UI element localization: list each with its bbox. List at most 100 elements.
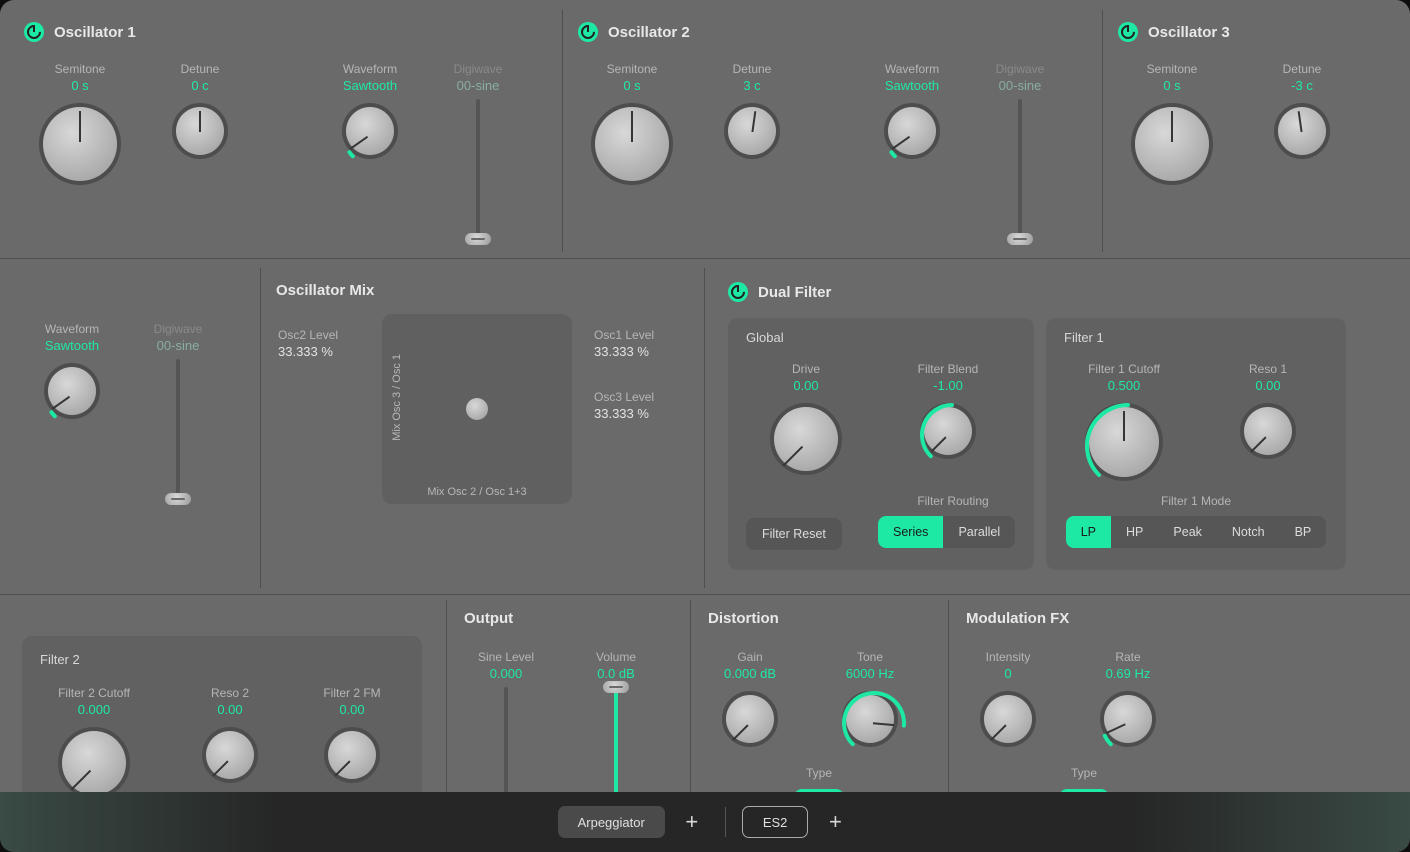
seg-option-series[interactable]: Series <box>878 516 943 548</box>
osc3-detune-knob[interactable] <box>1274 103 1330 159</box>
param-value: 0.00 <box>339 702 364 717</box>
filter1-reso: Reso 1 0.00 <box>1208 362 1328 459</box>
add-slot1-button[interactable]: + <box>675 805 709 839</box>
seg-option-parallel[interactable]: Parallel <box>943 516 1015 548</box>
filter2-fm-knob[interactable] <box>324 727 380 783</box>
readout-value: 33.333 % <box>278 344 338 359</box>
panel-global: Global Drive 0.00 Filter Blend -1.00 Fil… <box>728 318 1034 570</box>
param-label: Digiwave <box>454 62 503 76</box>
synth-app: Oscillator 1 Semitone 0 s Detune 0 c Wav… <box>0 0 1410 852</box>
osc2-header: Oscillator 2 <box>578 22 690 42</box>
osc2-digiwave-slider[interactable] <box>1008 99 1032 239</box>
osc3-semitone: Semitone 0 s <box>1112 62 1232 185</box>
output-sine: Sine Level 0.000 <box>446 650 566 792</box>
tone-knob[interactable] <box>842 691 898 747</box>
intensity-knob[interactable] <box>980 691 1036 747</box>
seg-option-peak[interactable]: Peak <box>1158 516 1217 548</box>
slot-arpeggiator[interactable]: Arpeggiator <box>558 806 665 838</box>
osc3-waveform: Waveform Sawtooth <box>12 322 132 419</box>
osc3-title: Oscillator 3 <box>1148 24 1230 41</box>
filter2-title: Filter 2 <box>40 652 80 667</box>
filter-reset-button[interactable]: Filter Reset <box>746 518 842 550</box>
param-value: 0.00 <box>1255 378 1280 393</box>
osc1-power-button[interactable] <box>24 22 44 42</box>
filter2-cutoff-knob[interactable] <box>58 727 130 792</box>
param-label: Detune <box>1283 62 1322 76</box>
output-volume: Volume 0.0 dB <box>556 650 676 792</box>
readout-label: Osc1 Level <box>594 328 654 342</box>
osc2-semitone-knob[interactable] <box>591 103 673 185</box>
blend-knob[interactable] <box>920 403 976 459</box>
seg-option-notch[interactable]: Notch <box>1217 516 1280 548</box>
drive-knob[interactable] <box>770 403 842 475</box>
param-value: 0.00 <box>793 378 818 393</box>
param-label: Detune <box>733 62 772 76</box>
distortion-gain: Gain 0.000 dB <box>690 650 810 747</box>
param-value: 0 s <box>71 78 88 93</box>
filter1-mode-label: Filter 1 Mode <box>1046 494 1346 508</box>
osc2-power-button[interactable] <box>578 22 598 42</box>
routing-segment[interactable]: SeriesParallel <box>878 516 1015 548</box>
readout-label: Osc3 Level <box>594 390 654 404</box>
readout-label: Osc2 Level <box>278 328 338 342</box>
filter1-reso-knob[interactable] <box>1240 403 1296 459</box>
xy-handle[interactable] <box>466 398 488 420</box>
param-label: Detune <box>181 62 220 76</box>
osc3-level-readout: Osc3 Level 33.333 % <box>594 390 654 421</box>
seg-option-lp[interactable]: LP <box>1066 516 1111 548</box>
param-value: 0.500 <box>1108 378 1141 393</box>
modfx-intensity: Intensity 0 <box>948 650 1068 747</box>
rate-knob[interactable] <box>1100 691 1156 747</box>
section-output: Output Sine Level 0.000 Volume 0.0 dB <box>446 594 690 792</box>
osc3-header: Oscillator 3 <box>1118 22 1230 42</box>
add-slot2-button[interactable]: + <box>818 805 852 839</box>
section-osc3: Oscillator 3 Semitone 0 s Detune -3 c <box>1102 0 1410 258</box>
param-value: 0.000 <box>78 702 111 717</box>
seg-option-bp[interactable]: BP <box>1280 516 1327 548</box>
osc1-semitone-knob[interactable] <box>39 103 121 185</box>
seg-option-hp[interactable]: HP <box>1111 516 1158 548</box>
slot-es2[interactable]: ES2 <box>742 806 809 838</box>
section-osc2: Oscillator 2 Semitone 0 s Detune 3 c Wav… <box>562 0 1102 258</box>
distortion-type-label: Type <box>690 766 948 780</box>
param-label: Filter Blend <box>918 362 979 376</box>
osc3-digiwave-slider[interactable] <box>166 359 190 499</box>
distortion-title: Distortion <box>708 610 779 627</box>
param-label: Waveform <box>45 322 99 336</box>
osc1-detune: Detune 0 c <box>140 62 260 159</box>
filter2-fm: Filter 2 FM 0.00 <box>292 686 412 783</box>
global-title: Global <box>746 330 784 345</box>
readout-value: 33.333 % <box>594 344 654 359</box>
filter1-mode-segment[interactable]: LPHPPeakNotchBP <box>1066 516 1327 548</box>
gain-knob[interactable] <box>722 691 778 747</box>
param-value: 0.000 <box>490 666 523 681</box>
oscmix-xy-pad[interactable]: Mix Osc 3 / Osc 1 Mix Osc 2 / Osc 1+3 <box>382 314 572 504</box>
param-label: Filter 1 Cutoff <box>1088 362 1160 376</box>
dualfilter-power-button[interactable] <box>728 282 748 302</box>
volume-slider[interactable] <box>604 687 628 792</box>
osc1-detune-knob[interactable] <box>172 103 228 159</box>
osc2-waveform-knob[interactable] <box>884 103 940 159</box>
filter2-reso-knob[interactable] <box>202 727 258 783</box>
sine-level-slider[interactable] <box>494 687 518 792</box>
osc3-waveform-knob[interactable] <box>44 363 100 419</box>
param-label: Waveform <box>885 62 939 76</box>
param-label: Sine Level <box>478 650 534 664</box>
param-value: 0 s <box>1163 78 1180 93</box>
osc2-semitone: Semitone 0 s <box>572 62 692 185</box>
osc3-semitone-knob[interactable] <box>1131 103 1213 185</box>
modfx-title: Modulation FX <box>966 610 1069 627</box>
param-label: Drive <box>792 362 820 376</box>
section-modfx: Modulation FX Intensity 0 Rate 0.69 Hz T… <box>948 594 1410 792</box>
osc3-power-button[interactable] <box>1118 22 1138 42</box>
filter1-cutoff-knob[interactable] <box>1085 403 1163 481</box>
param-label: Tone <box>857 650 883 664</box>
routing-label: Filter Routing <box>878 494 1028 508</box>
oscmix-title: Oscillator Mix <box>276 282 374 299</box>
osc2-detune-knob[interactable] <box>724 103 780 159</box>
osc1-title: Oscillator 1 <box>54 24 136 41</box>
xy-xlabel: Mix Osc 2 / Osc 1+3 <box>382 486 572 498</box>
osc1-digiwave-slider[interactable] <box>466 99 490 239</box>
osc1-waveform-knob[interactable] <box>342 103 398 159</box>
param-value: 0.00 <box>217 702 242 717</box>
